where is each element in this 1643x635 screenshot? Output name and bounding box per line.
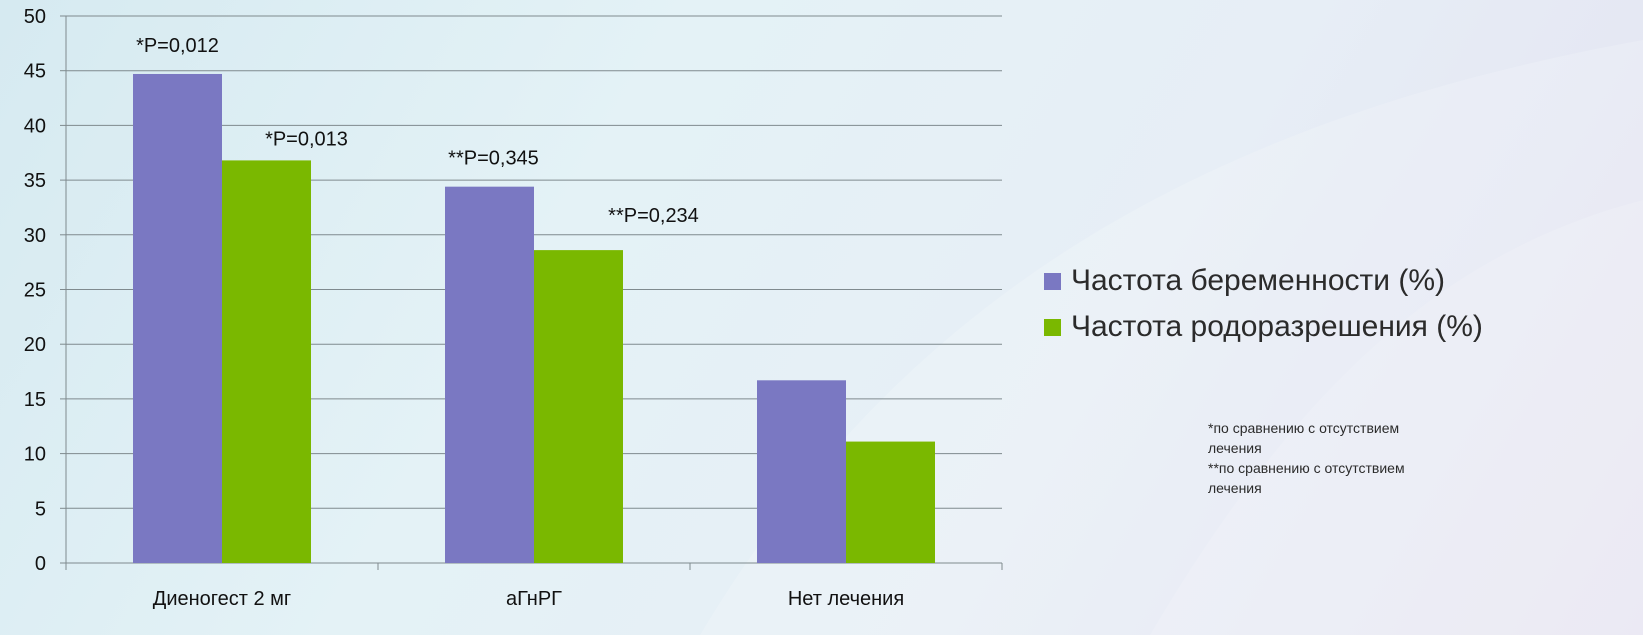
footnotes: *по сравнению с отсутствием лечения **по… [1208,418,1448,498]
y-tick-label: 25 [24,280,46,302]
x-tick-label: Нет лечения [788,588,904,610]
y-tick-label: 40 [24,115,46,137]
legend-item-pregnancy: Частота беременности (%) [1044,258,1483,304]
legend: Частота беременности (%) Частота родораз… [1044,258,1483,350]
bar [846,441,935,563]
footnote-2: **по сравнению с отсутствием лечения [1208,460,1405,496]
legend-swatch-pregnancy [1044,272,1061,290]
y-tick-label: 10 [24,444,46,466]
y-tick-label: 35 [24,170,46,192]
y-tick-label: 0 [35,553,46,575]
bar [445,186,534,563]
y-tick-label: 5 [35,498,46,520]
x-tick-label: аГнРГ [506,588,562,610]
bar [534,250,623,563]
legend-item-delivery: Частота родоразрешения (%) [1044,304,1483,350]
y-tick-label: 50 [24,6,46,28]
x-tick-label: Диеногест 2 мг [153,588,291,610]
annotation-label: **P=0,345 [448,148,539,170]
annotation-label: *P=0,013 [265,128,348,150]
annotation-label: *P=0,012 [136,35,219,57]
y-tick-label: 15 [24,389,46,411]
legend-label-pregnancy: Частота беременности (%) [1071,264,1446,297]
bar [133,73,222,564]
y-tick-label: 30 [24,225,46,247]
bar [757,380,846,563]
legend-label-delivery: Частота родоразрешения (%) [1071,310,1483,343]
bar [222,160,311,563]
footnote-1: *по сравнению с отсутствием лечения [1208,420,1400,456]
y-tick-label: 45 [24,61,46,83]
legend-swatch-delivery [1044,318,1061,336]
y-tick-label: 20 [24,334,46,356]
annotation-label: **P=0,234 [608,205,699,227]
